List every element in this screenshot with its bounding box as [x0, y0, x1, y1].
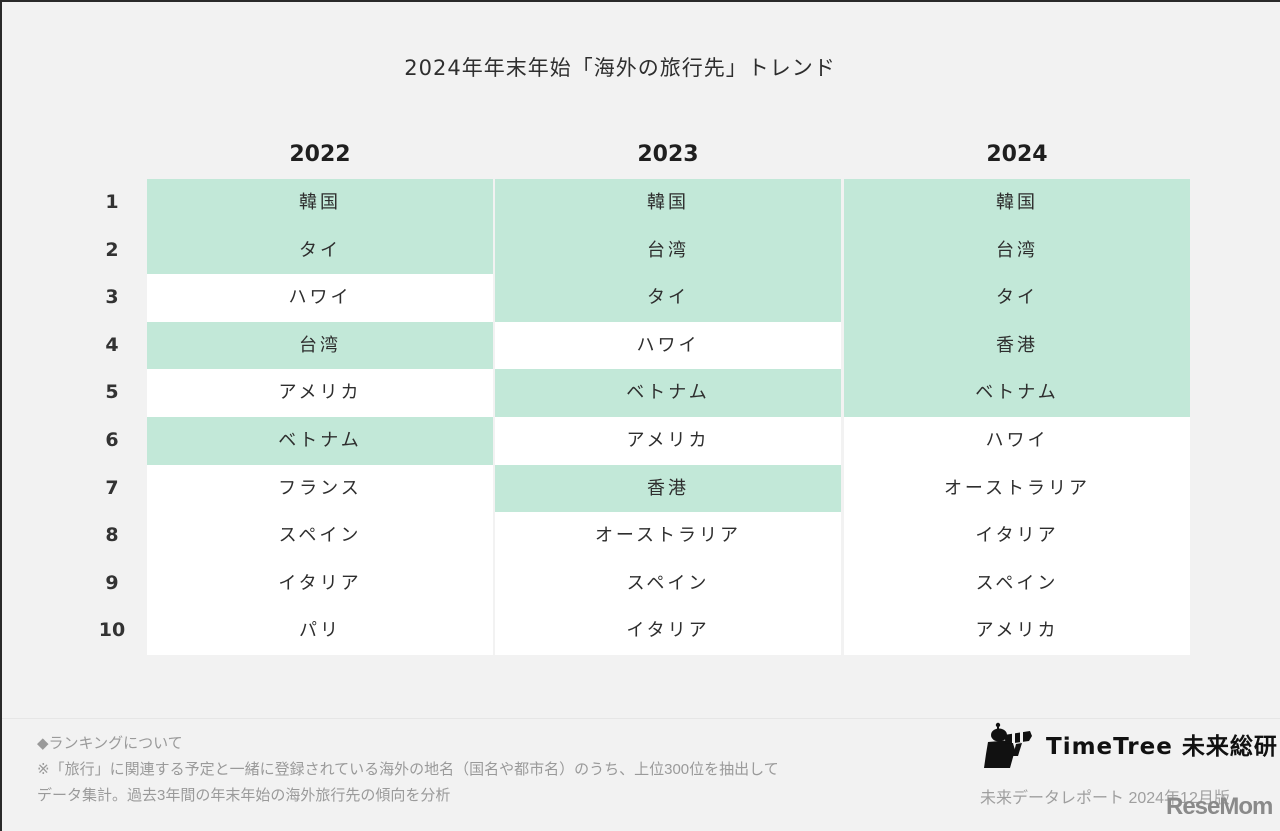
rank-label: 10: [98, 619, 126, 642]
year-header-2023: 2023: [637, 142, 699, 167]
ranking-cell: 香港: [844, 321, 1190, 370]
ranking-cell: スペイン: [844, 559, 1190, 608]
ranking-cell: ハワイ: [844, 416, 1190, 465]
ranking-cell: イタリア: [844, 512, 1190, 560]
resemom-watermark: ReseMom: [1166, 793, 1273, 820]
ranking-column-2022: 韓国 タイ ハワイ 台湾 アメリカ ベトナム フランス スペイン イタリア パリ: [147, 179, 493, 655]
ranking-cell: スペイン: [147, 512, 493, 560]
ranking-cell: ハワイ: [147, 274, 493, 322]
rank-label: 9: [105, 571, 119, 594]
person-with-binoculars-icon: [984, 722, 1032, 768]
ranking-cell: タイ: [844, 274, 1190, 322]
ranking-cell: イタリア: [495, 607, 841, 655]
ranking-cell: アメリカ: [147, 369, 493, 417]
rank-label: 2: [105, 238, 119, 261]
rank-label: 8: [105, 524, 119, 547]
rank-label: 1: [105, 191, 119, 213]
year-header-2022: 2022: [289, 142, 351, 167]
rank-label: 7: [105, 476, 119, 499]
ranking-cell: ハワイ: [495, 321, 841, 370]
ranking-cell: タイ: [495, 274, 841, 322]
report-label: 未来データレポート 2024年12月版: [980, 790, 1230, 807]
year-header-2024: 2024: [986, 142, 1048, 167]
ranking-cell: 韓国: [495, 179, 841, 227]
ranking-cell: オーストラリア: [844, 464, 1190, 513]
ranking-cell: 台湾: [147, 321, 493, 370]
ranking-cell: ベトナム: [147, 416, 493, 465]
ranking-cell: パリ: [147, 607, 493, 655]
ranking-cell: 香港: [495, 464, 841, 513]
ranking-cell: イタリア: [147, 559, 493, 608]
ranking-cell: ベトナム: [495, 369, 841, 417]
rank-label: 4: [105, 333, 119, 356]
ranking-cell: ベトナム: [844, 369, 1190, 417]
ranking-cell: タイ: [147, 226, 493, 275]
frame-edge-left: [0, 0, 2, 831]
rank-column: 1 2 3 4 5 6 7 8 9 10: [88, 179, 136, 655]
rank-label: 3: [105, 286, 119, 309]
rank-label: 5: [105, 381, 119, 404]
timetree-logo: TimeTree 未来総研: [982, 720, 1278, 768]
ranking-cell: オーストラリア: [495, 512, 841, 560]
notes-line: データ集計。過去3年間の年末年始の海外旅行先の傾向を分析: [37, 787, 451, 804]
rank-label: 6: [105, 428, 119, 451]
page-title: 2024年年末年始「海外の旅行先」トレンド: [404, 56, 836, 80]
ranking-cell: スペイン: [495, 559, 841, 608]
notes-line: ※「旅行」に関連する予定と一緒に登録されている海外の地名（国名や都市名）のうち、…: [37, 761, 779, 778]
ranking-cell: 台湾: [844, 226, 1190, 275]
footer-divider: [2, 718, 1280, 719]
ranking-column-2024: 韓国 台湾 タイ 香港 ベトナム ハワイ オーストラリア イタリア スペイン ア…: [844, 179, 1190, 655]
frame-edge-top: [0, 0, 1280, 2]
ranking-cell: 韓国: [147, 179, 493, 227]
notes-heading: ◆ランキングについて: [37, 735, 183, 752]
ranking-cell: 台湾: [495, 226, 841, 275]
ranking-cell: 韓国: [844, 179, 1190, 227]
ranking-notes: ◆ランキングについて ※「旅行」に関連する予定と一緒に登録されている海外の地名（…: [37, 731, 779, 809]
ranking-cell: アメリカ: [844, 607, 1190, 655]
ranking-cell: フランス: [147, 464, 493, 513]
ranking-column-2023: 韓国 台湾 タイ ハワイ ベトナム アメリカ 香港 オーストラリア スペイン イ…: [495, 179, 841, 655]
logo-text: TimeTree 未来総研: [1046, 734, 1278, 760]
ranking-cell: アメリカ: [495, 416, 841, 465]
